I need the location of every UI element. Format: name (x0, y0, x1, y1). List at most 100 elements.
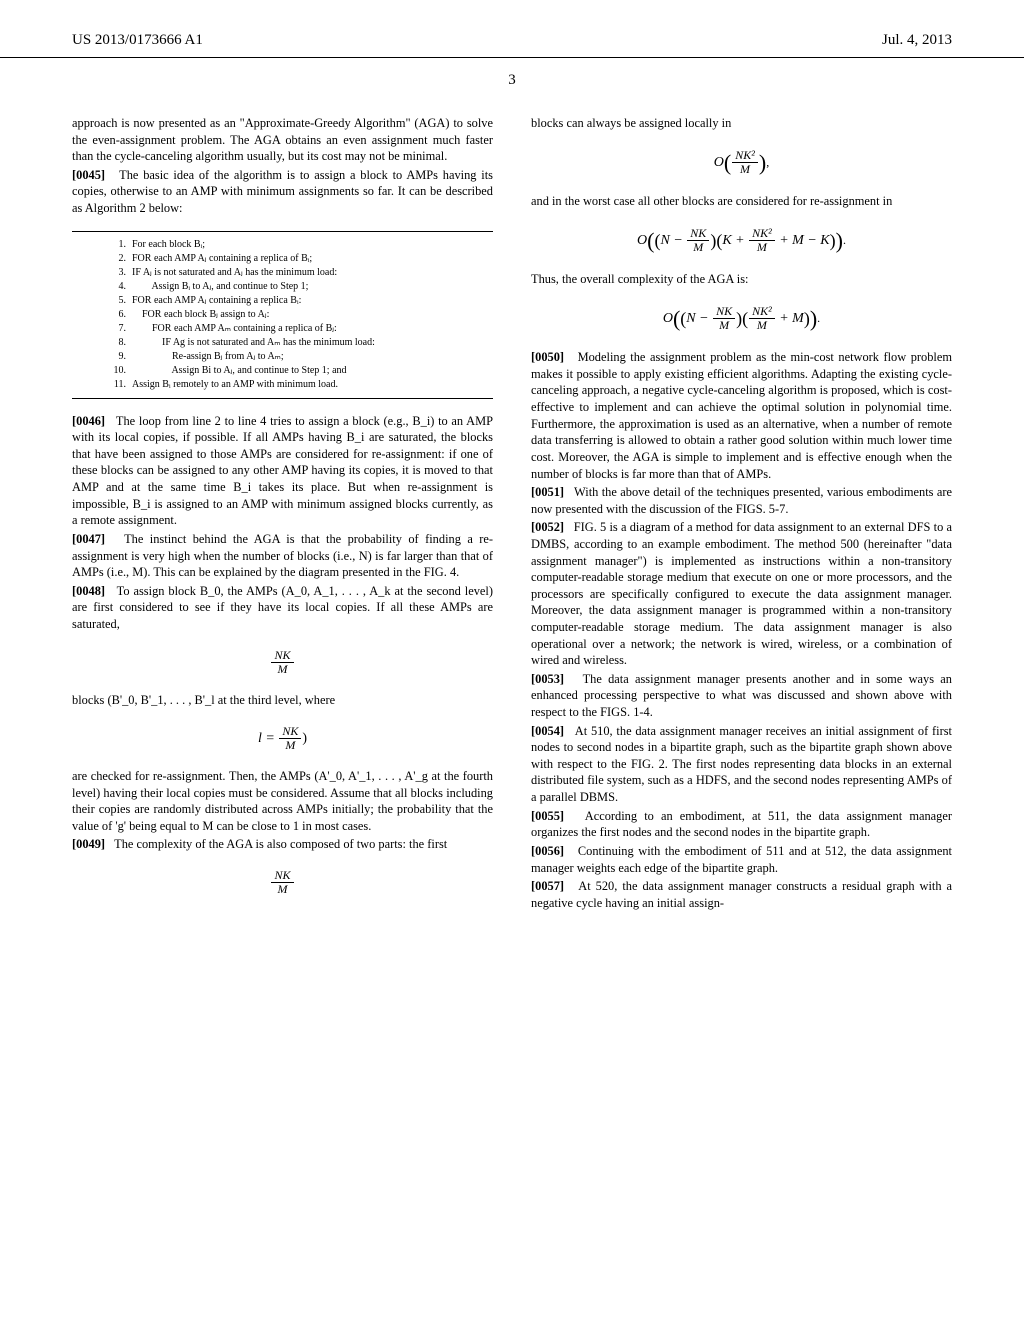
para-number-0049: [0049] (72, 837, 105, 851)
formula-nk-m-2: NK M (72, 869, 493, 896)
header-bar: US 2013/0173666 A1 Jul. 4, 2013 (0, 32, 1024, 58)
para-number-0057: [0057] (531, 879, 564, 893)
paragraph-0045: [0045] The basic idea of the algorithm i… (72, 167, 493, 217)
paragraph-0053: [0053] The data assignment manager prese… (531, 671, 952, 721)
para-number-0056: [0056] (531, 844, 564, 858)
algorithm-line: 5.FOR each AMP Aⱼ containing a replica B… (72, 294, 493, 308)
para-number-0053: [0053] (531, 672, 564, 686)
para-text-0053: The data assignment manager presents ano… (531, 672, 952, 719)
paragraph-0056: [0056] Continuing with the embodiment of… (531, 843, 952, 876)
O2-inner-tail: + M − K (776, 233, 830, 248)
O3-inner-den: M (749, 319, 775, 332)
para-text-0056: Continuing with the embodiment of 511 an… (531, 844, 952, 875)
algorithm-line: 1.For each block Bᵢ; (72, 238, 493, 252)
O3-outer-den: M (713, 319, 735, 332)
para-number-0047: [0047] (72, 532, 105, 546)
algorithm-line-number: 4. (72, 280, 132, 294)
publication-date: Jul. 4, 2013 (882, 32, 952, 49)
algorithm-line-number: 9. (72, 350, 132, 364)
publication-number: US 2013/0173666 A1 (72, 32, 203, 49)
paragraph-intro: approach is now presented as an "Approxi… (72, 115, 493, 165)
algorithm-line-text: IF Aⱼ is not saturated and Aⱼ has the mi… (132, 266, 493, 280)
para-worst: and in the worst case all other blocks a… (531, 193, 952, 210)
algorithm-line-text: IF Ag is not saturated and Aₘ has the mi… (132, 336, 493, 350)
formula-den-2: M (271, 883, 293, 896)
para-text-0046: The loop from line 2 to line 4 tries to … (72, 414, 493, 528)
algorithm-line-text: Assign Bᵢ to Aⱼ, and continue to Step 1; (132, 280, 493, 294)
algorithm-line: 2.FOR each AMP Aⱼ containing a replica o… (72, 252, 493, 266)
formula-num-2: NK (271, 869, 293, 883)
para-text-0048: To assign block B_0, the AMPs (A_0, A_1,… (72, 584, 493, 631)
O1-num: NK² (732, 149, 758, 163)
algorithm-line-number: 8. (72, 336, 132, 350)
para-text-0049: The complexity of the AGA is also compos… (114, 837, 447, 851)
left-column: approach is now presented as an "Approxi… (72, 115, 493, 912)
para-number-0045: [0045] (72, 168, 105, 182)
algorithm-line-number: 5. (72, 294, 132, 308)
right-column: blocks can always be assigned locally in… (531, 115, 952, 912)
formula-nk-m-1: NK M (72, 649, 493, 676)
O2-inner-num: NK² (749, 227, 775, 241)
algorithm-box: 1.For each block Bᵢ;2.FOR each AMP Aⱼ co… (72, 231, 493, 399)
algorithm-line-number: 6. (72, 308, 132, 322)
O3-inner-num: NK² (749, 305, 775, 319)
paragraph-0055: [0055] According to an embodiment, at 51… (531, 808, 952, 841)
paragraph-0047: [0047] The instinct behind the AGA is th… (72, 531, 493, 581)
para-thus: Thus, the overall complexity of the AGA … (531, 271, 952, 288)
para-number-0050: [0050] (531, 350, 564, 364)
formula-O2: O((N − NK M )(K + NK² M + M − K)). (531, 226, 952, 255)
algorithm-line: 7. FOR each AMP Aₘ containing a replica … (72, 322, 493, 336)
formula-l-tail: ) (302, 730, 307, 745)
algorithm-line-text: Assign Bi to Aⱼ, and continue to Step 1;… (132, 364, 493, 378)
paragraph-0051: [0051] With the above detail of the tech… (531, 484, 952, 517)
para-blocks-third: blocks (B'_0, B'_1, . . . , B'_l at the … (72, 692, 493, 709)
formula-l: l = NK M ) (72, 725, 493, 752)
O2-outer-den: M (687, 241, 709, 254)
algorithm-line-number: 11. (72, 378, 132, 392)
algorithm-line: 9. Re-assign Bⱼ from Aⱼ to Aₘ; (72, 350, 493, 364)
formula-den: M (271, 663, 293, 676)
algorithm-line: 4. Assign Bᵢ to Aⱼ, and continue to Step… (72, 280, 493, 294)
algorithm-line-text: FOR each AMP Aⱼ containing a replica Bᵢ: (132, 294, 493, 308)
formula-O1: O( NK² M ), (531, 148, 952, 177)
O2-outer-num: NK (687, 227, 709, 241)
para-text-0054: At 510, the data assignment manager rece… (531, 724, 952, 804)
para-blocks-local: blocks can always be assigned locally in (531, 115, 952, 132)
algorithm-line-number: 2. (72, 252, 132, 266)
O3-outer-num: NK (713, 305, 735, 319)
algorithm-line: 6. FOR each block Bⱼ assign to Aⱼ: (72, 308, 493, 322)
para-text-0057: At 520, the data assignment manager cons… (531, 879, 952, 910)
para-number-0048: [0048] (72, 584, 105, 598)
formula-l-den: M (279, 739, 301, 752)
algorithm-line: 11.Assign Bᵢ remotely to an AMP with min… (72, 378, 493, 392)
para-number-0054: [0054] (531, 724, 564, 738)
paragraph-0050: [0050] Modeling the assignment problem a… (531, 349, 952, 482)
paragraph-0048: [0048] To assign block B_0, the AMPs (A_… (72, 583, 493, 633)
para-number-0046: [0046] (72, 414, 105, 428)
algorithm-line-text: FOR each AMP Aⱼ containing a replica of … (132, 252, 493, 266)
para-text-0047: The instinct behind the AGA is that the … (72, 532, 493, 579)
para-text-0055: According to an embodiment, at 511, the … (531, 809, 952, 840)
O3-inner-tail: + M (776, 311, 804, 326)
paragraph-0054: [0054] At 510, the data assignment manag… (531, 723, 952, 806)
formula-O3: O((N − NK M )( NK² M + M)). (531, 304, 952, 333)
page-number: 3 (0, 72, 1024, 89)
O2-inner-den: M (749, 241, 775, 254)
content-columns: approach is now presented as an "Approxi… (0, 115, 1024, 912)
algorithm-line: 3.IF Aⱼ is not saturated and Aⱼ has the … (72, 266, 493, 280)
para-number-0055: [0055] (531, 809, 564, 823)
algorithm-line-number: 1. (72, 238, 132, 252)
algorithm-line: 8. IF Ag is not saturated and Aₘ has the… (72, 336, 493, 350)
algorithm-line-text: For each block Bᵢ; (132, 238, 493, 252)
para-text-0051: With the above detail of the techniques … (531, 485, 952, 516)
paragraph-0049: [0049] The complexity of the AGA is also… (72, 836, 493, 853)
algorithm-line-text: Re-assign Bⱼ from Aⱼ to Aₘ; (132, 350, 493, 364)
paragraph-0052: [0052] FIG. 5 is a diagram of a method f… (531, 519, 952, 668)
formula-num: NK (271, 649, 293, 663)
algorithm-line: 10. Assign Bi to Aⱼ, and continue to Ste… (72, 364, 493, 378)
paragraph-0046: [0046] The loop from line 2 to line 4 tr… (72, 413, 493, 529)
para-text-0045: The basic idea of the algorithm is to as… (72, 168, 493, 215)
para-checked: are checked for re-assignment. Then, the… (72, 768, 493, 834)
algorithm-line-text: FOR each block Bⱼ assign to Aⱼ: (132, 308, 493, 322)
algorithm-line-text: Assign Bᵢ remotely to an AMP with minimu… (132, 378, 493, 392)
